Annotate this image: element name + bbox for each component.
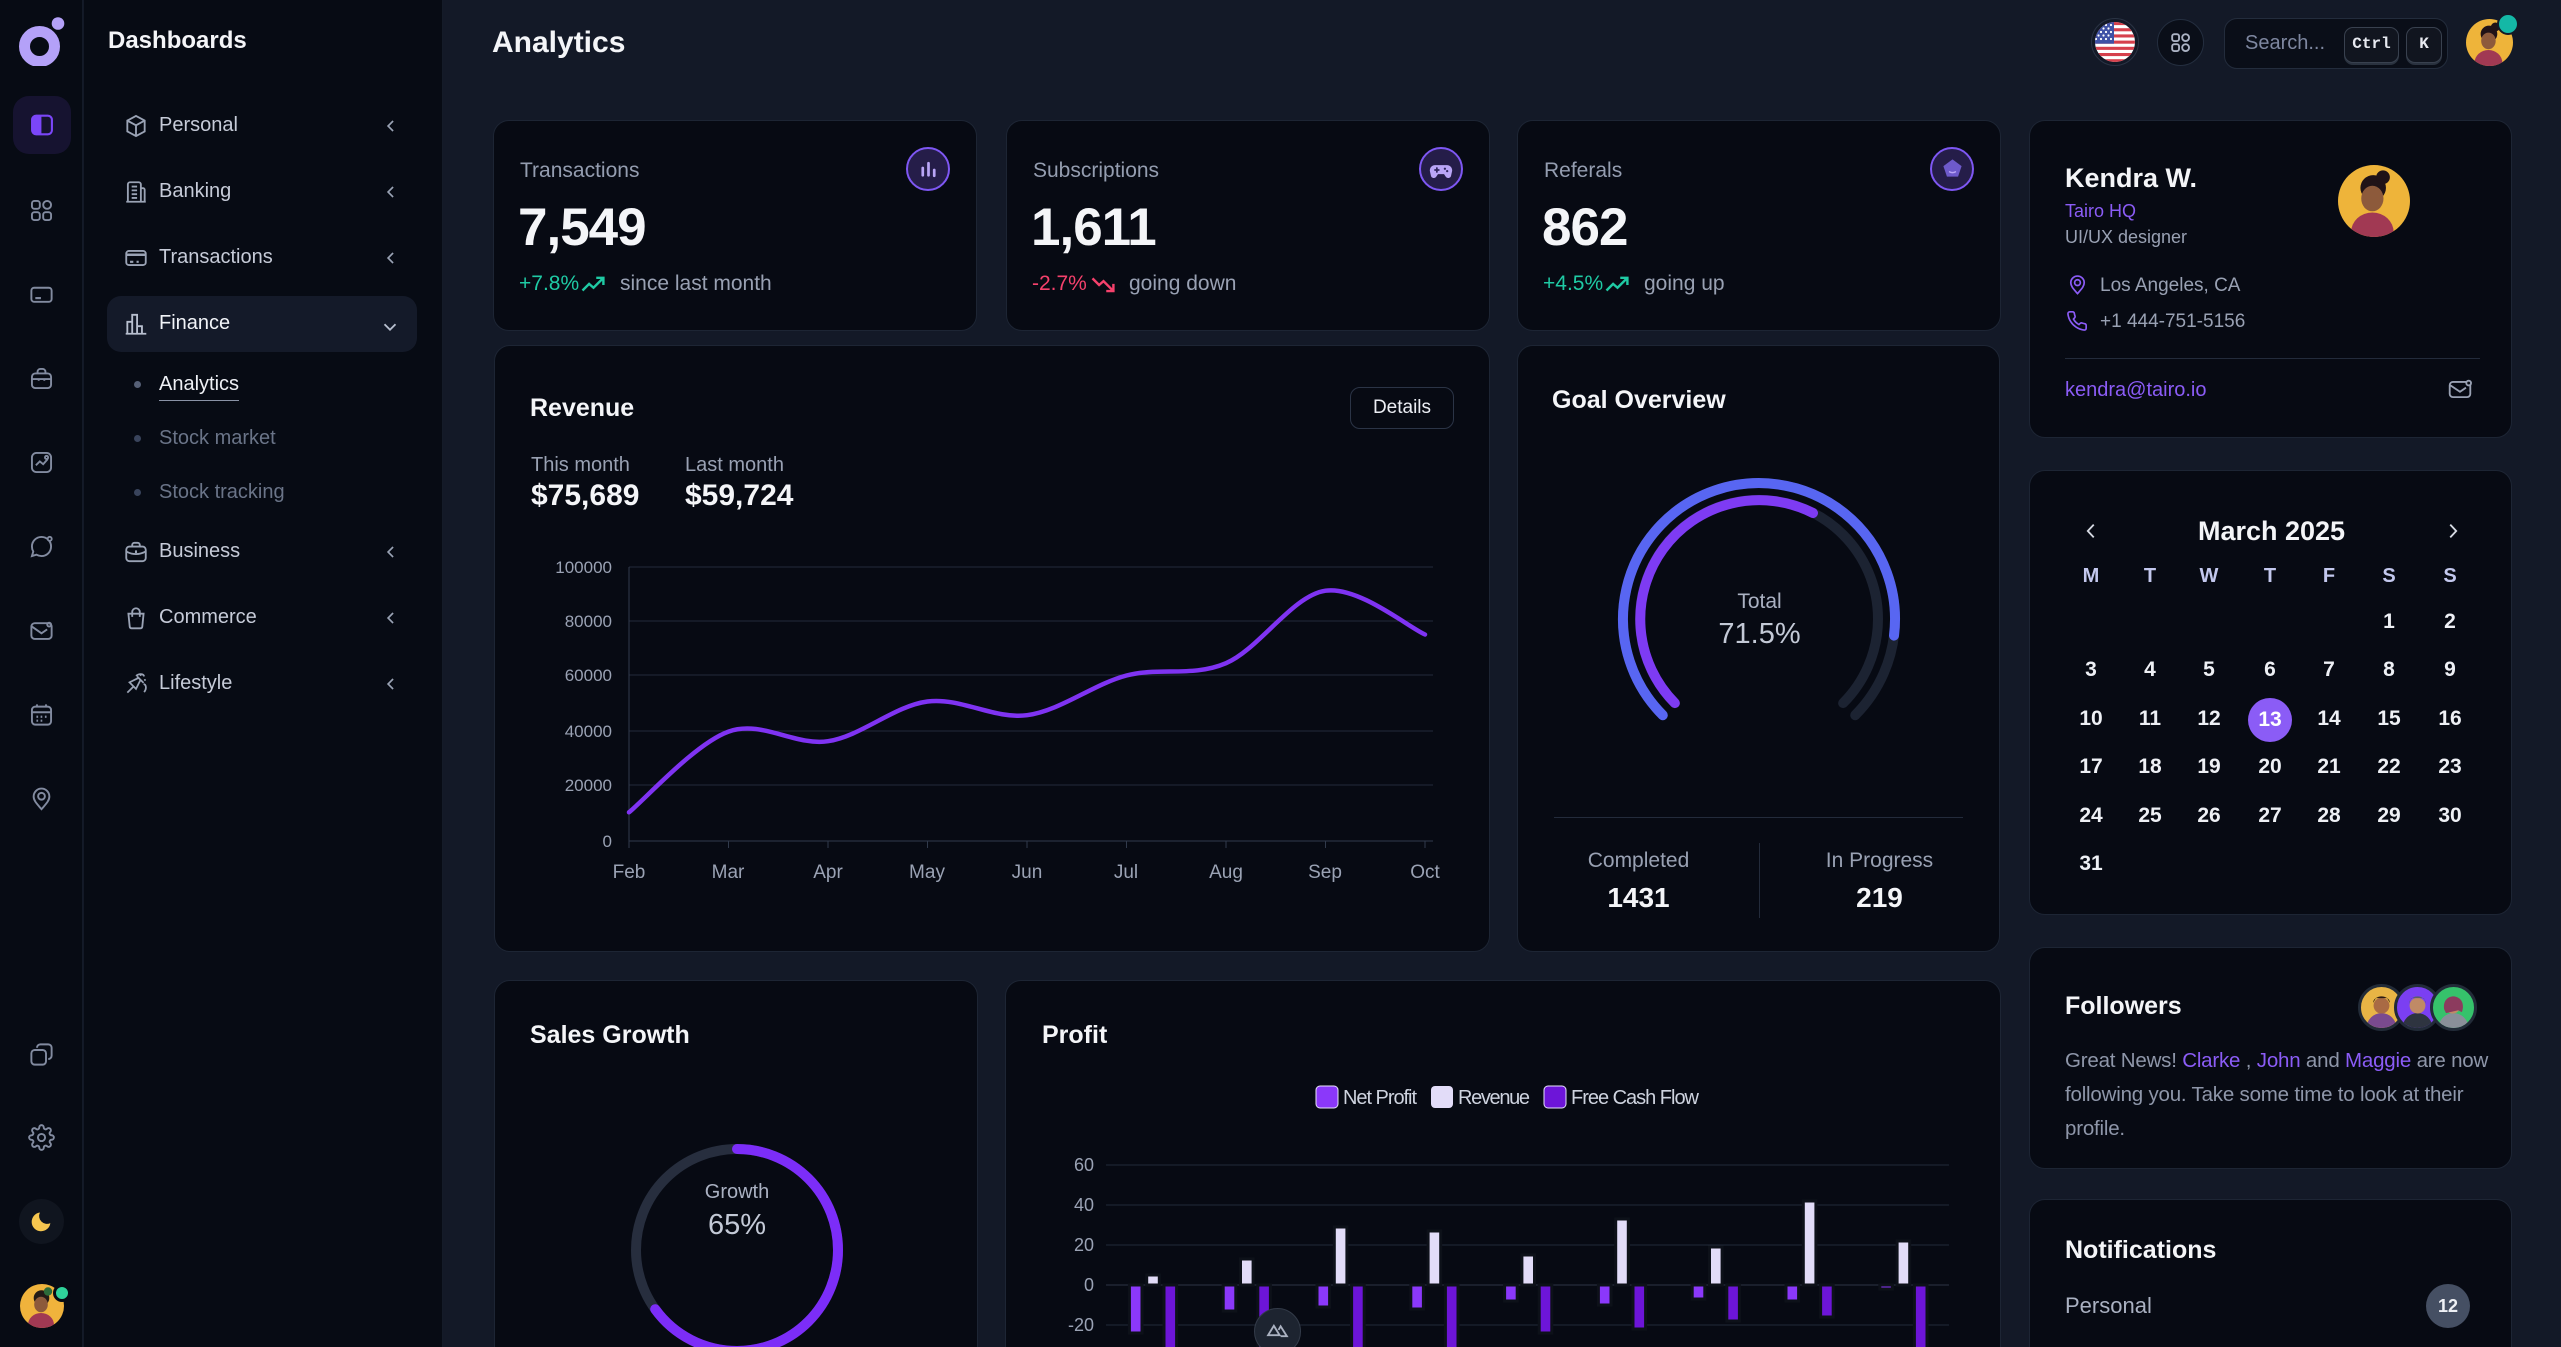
- svg-text:Revenue: Revenue: [1458, 1087, 1530, 1109]
- svg-text:Jul: Jul: [1114, 862, 1138, 883]
- svg-text:Mar: Mar: [712, 862, 745, 883]
- svg-text:60000: 60000: [565, 666, 612, 685]
- svg-text:100000: 100000: [555, 558, 612, 577]
- svg-text:Net Profit: Net Profit: [1343, 1087, 1417, 1109]
- svg-text:-20: -20: [1068, 1315, 1094, 1335]
- svg-text:Oct: Oct: [1410, 862, 1440, 883]
- svg-text:40000: 40000: [565, 722, 612, 741]
- svg-text:0: 0: [1084, 1275, 1094, 1295]
- svg-text:40: 40: [1074, 1195, 1094, 1215]
- svg-text:20: 20: [1074, 1235, 1094, 1255]
- svg-text:60: 60: [1074, 1155, 1094, 1175]
- svg-text:20000: 20000: [565, 776, 612, 795]
- svg-text:Sep: Sep: [1308, 862, 1342, 883]
- svg-text:Aug: Aug: [1209, 862, 1243, 883]
- svg-text:0: 0: [603, 832, 612, 851]
- svg-text:Apr: Apr: [813, 862, 843, 883]
- svg-text:Free Cash Flow: Free Cash Flow: [1571, 1087, 1700, 1109]
- svg-text:80000: 80000: [565, 612, 612, 631]
- svg-text:Jun: Jun: [1012, 862, 1043, 883]
- svg-text:Feb: Feb: [613, 862, 646, 883]
- svg-text:May: May: [909, 862, 945, 883]
